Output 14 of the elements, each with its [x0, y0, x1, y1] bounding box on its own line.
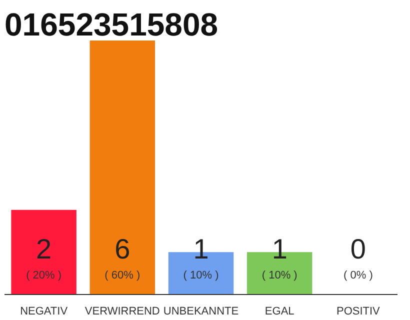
annotation: 6: [114, 234, 130, 264]
data-label: ( 0% ): [344, 270, 373, 282]
x-tick-label: VERWIRREND: [84, 306, 160, 318]
data-label: ( 10% ): [183, 270, 219, 282]
data-label: ( 60% ): [104, 270, 140, 282]
x-tick-label: POSITIV: [336, 306, 381, 318]
x-tick-label: UNBEKANNTE: [163, 306, 239, 318]
annotation: 0: [350, 234, 366, 264]
chart-title: 016523515808: [4, 6, 218, 42]
annotation: 2: [36, 234, 52, 264]
data-label: ( 10% ): [262, 270, 298, 282]
x-tick-label: EGAL: [264, 306, 294, 318]
data-label: ( 20% ): [26, 270, 62, 282]
x-tick-label: NEGATIV: [20, 306, 68, 318]
